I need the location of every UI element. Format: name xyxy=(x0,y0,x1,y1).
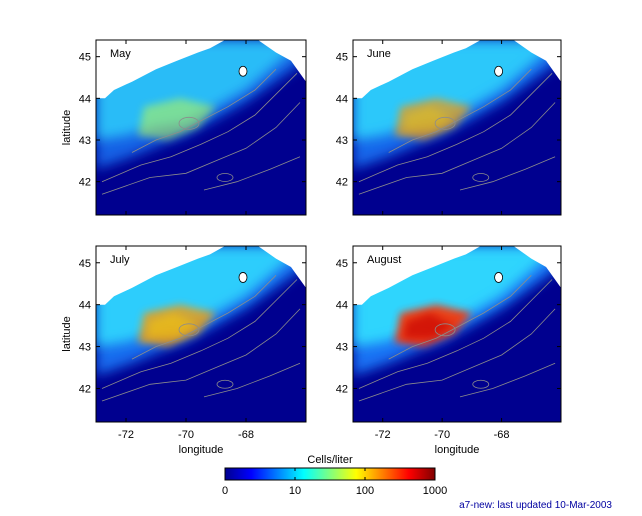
ylabel: latitude xyxy=(61,110,73,145)
colorbar: Cells/liter 0 10 100 1000 xyxy=(222,454,447,497)
ytick-label: 43 xyxy=(79,342,91,354)
panel-title: July xyxy=(110,254,130,266)
ytick-label: 43 xyxy=(336,342,348,354)
ytick-label: 45 xyxy=(79,52,91,64)
panel-title: June xyxy=(367,48,391,60)
panel-july: 42 43 44 45 -72 -70 -68 July latitude longitude xyxy=(61,245,307,456)
xlabel: longitude xyxy=(179,444,224,456)
ytick-label: 43 xyxy=(336,135,348,147)
ylabel: latitude xyxy=(61,316,73,351)
ytick-label: 44 xyxy=(79,300,91,312)
ytick-label: 45 xyxy=(336,52,348,64)
panel-june: 42 43 44 45 June xyxy=(336,39,562,216)
xtick-label: -72 xyxy=(375,429,391,441)
ytick-label: 42 xyxy=(336,383,348,395)
ytick-label: 44 xyxy=(336,300,348,312)
panel-august: 42 43 44 45 -72 -70 -68 August longitude xyxy=(336,245,562,456)
xtick-label: -70 xyxy=(178,429,194,441)
colorbar-title: Cells/liter xyxy=(307,454,353,466)
colorbar-tick-label: 1000 xyxy=(423,485,447,497)
xtick-label: -70 xyxy=(434,429,450,441)
ytick-label: 43 xyxy=(79,135,91,147)
panel-title: August xyxy=(367,254,401,266)
xlabel: longitude xyxy=(435,444,480,456)
colorbar-tick-label: 0 xyxy=(222,485,228,497)
ytick-label: 45 xyxy=(79,258,91,270)
xtick-label: -68 xyxy=(494,429,510,441)
ytick-label: 44 xyxy=(79,93,91,105)
xtick-label: -68 xyxy=(238,429,254,441)
ytick-label: 42 xyxy=(79,177,91,189)
footnote: a7-new: last updated 10-Mar-2003 xyxy=(459,500,612,511)
colorbar-tick-label: 100 xyxy=(356,485,374,497)
panel-title: May xyxy=(110,48,131,60)
xtick-label: -72 xyxy=(118,429,134,441)
ytick-label: 44 xyxy=(336,93,348,105)
panel-may: 42 43 44 45 May latitude xyxy=(61,39,307,216)
ytick-label: 45 xyxy=(336,258,348,270)
ytick-label: 42 xyxy=(79,383,91,395)
ytick-label: 42 xyxy=(336,177,348,189)
colorbar-ramp xyxy=(224,467,436,481)
colorbar-tick-label: 10 xyxy=(289,485,301,497)
